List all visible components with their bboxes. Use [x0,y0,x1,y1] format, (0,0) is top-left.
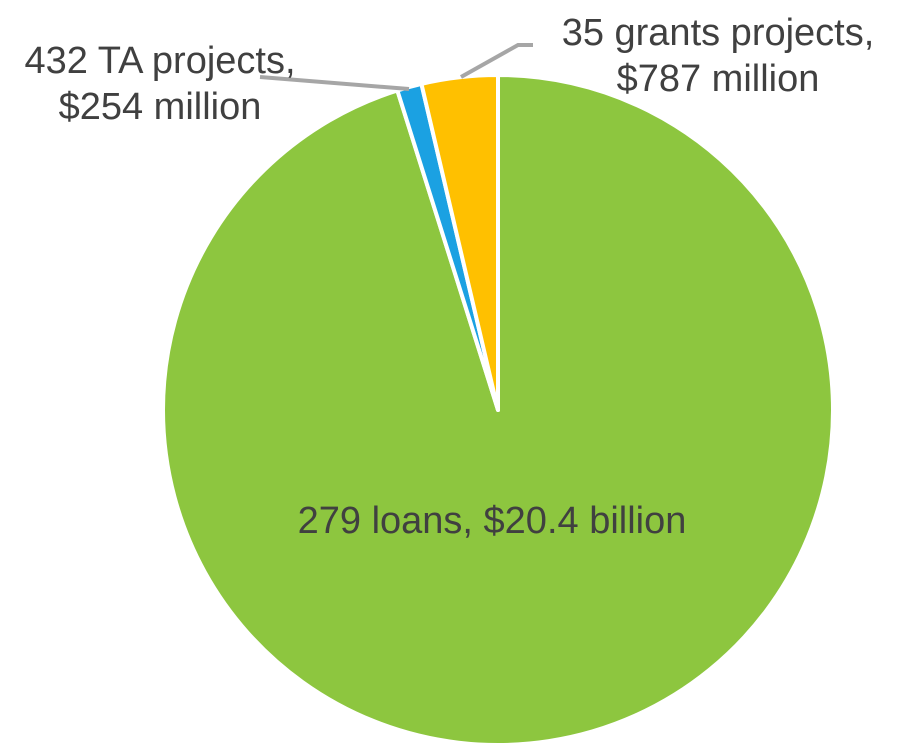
slice-label-ta-projects: 432 TA projects, $254 million [24,40,295,128]
slice-labels: 279 loans, $20.4 billion 432 TA projects,… [24,12,874,542]
slice-label-line: $254 million [59,86,262,128]
leader-lines [259,43,533,91]
slice-label-line: 35 grants projects, [562,12,875,54]
leader-line-grants-projects [460,43,533,79]
slice-label-line: $787 million [617,58,820,100]
pie-slices [161,73,835,745]
slice-label-grants-projects: 35 grants projects, $787 million [562,12,875,100]
slice-label-loans: 279 loans, $20.4 billion [298,500,687,542]
slice-label-line: 432 TA projects, [24,40,295,82]
pie-slice-grants-projects [419,73,500,412]
slice-label-line: 279 loans, $20.4 billion [298,500,687,542]
leader-line-ta-projects [259,75,410,91]
